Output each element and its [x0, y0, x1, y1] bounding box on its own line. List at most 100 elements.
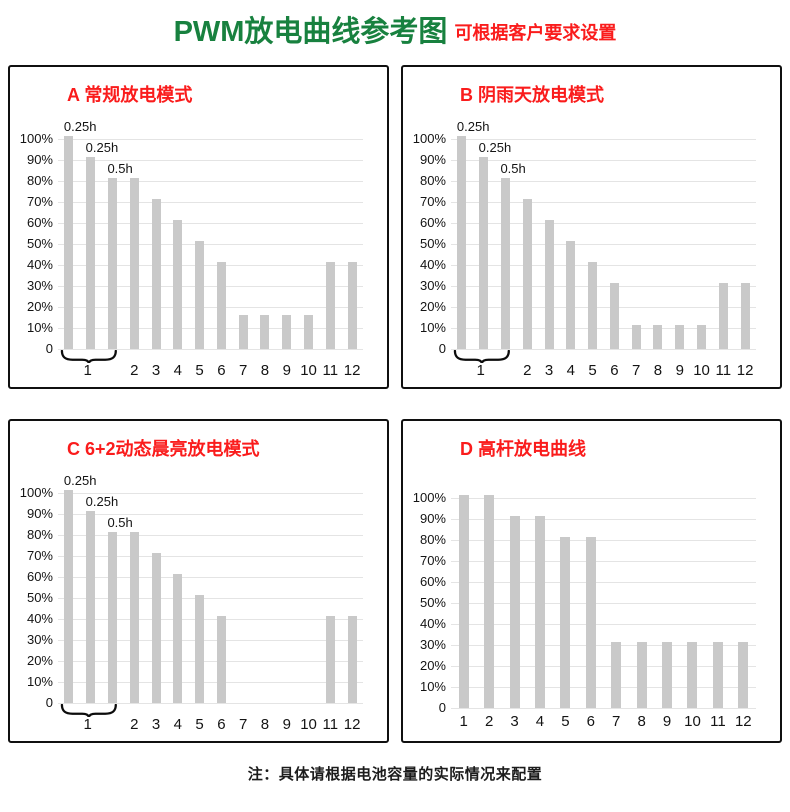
panel-a-bar-chart: 100% 90% 80% 70% 60% 50% 40% 30% 20% 10% 0 0.25h 0.2… [10, 119, 363, 383]
x-axis-tick-label: 2 [130, 362, 139, 379]
panel-d-bar-chart: 100% 90% 80% 70% 60% 50% 40% 30% 20% 10% 0 1 2 3 4 5 6 7 8… [403, 490, 756, 741]
bar [738, 642, 749, 708]
bar [687, 642, 698, 708]
y-axis-tick-label: 70% [26, 548, 53, 563]
y-axis-tick-label: 90% [419, 152, 446, 167]
x-axis-tick-label: 4 [173, 362, 182, 379]
bar [534, 516, 545, 708]
gridline [58, 514, 363, 515]
gridline [58, 202, 363, 203]
gridline [58, 640, 363, 641]
y-axis-tick-label: 20% [26, 653, 53, 668]
y-axis: 100% 90% 80% 70% 60% 50% 40% 30% 20% 10% 0 [403, 131, 451, 356]
bar [86, 511, 96, 703]
plot: 0.25h 0.25h 0.5h [58, 119, 363, 350]
gridline [451, 498, 756, 499]
bottom-brace-glyph [60, 350, 117, 363]
bar [107, 178, 117, 349]
bar [195, 241, 205, 349]
gridline [451, 286, 756, 287]
y-axis-tick-label: 40% [26, 257, 53, 272]
x-axis: 1 2 3 4 5 6 7 8 9 10 11 12 [58, 703, 363, 737]
gridline [58, 556, 363, 557]
x-axis: 1 2 3 4 5 6 7 8 9 10 11 12 [451, 349, 756, 383]
group-brace-icon [60, 350, 118, 363]
gridline [58, 598, 363, 599]
x-axis-tick-label: 3 [544, 362, 554, 379]
gridline [451, 540, 756, 541]
gridline [451, 244, 756, 245]
bar-duration-label: 0.25h [478, 140, 512, 155]
y-axis-tick-label: 100% [19, 131, 53, 146]
x-axis: 1 2 3 4 5 6 7 8 9 10 11 12 [58, 349, 363, 383]
gridline [451, 519, 756, 520]
x-axis-tick-label: 5 [561, 713, 570, 730]
gridline [451, 202, 756, 203]
bar [107, 532, 117, 703]
bar [151, 553, 161, 703]
y-axis-tick-label: 30% [419, 278, 446, 293]
gridline [58, 286, 363, 287]
x-axis-tick-label: 6 [217, 716, 226, 733]
gridline [58, 265, 363, 266]
y-axis-tick-label: 70% [419, 194, 446, 209]
x-axis-tick-label: 4 [566, 362, 575, 379]
y-axis-tick-label: 20% [419, 658, 446, 673]
gridline [451, 307, 756, 308]
x-axis-tick-label: 4 [535, 713, 545, 730]
plot [451, 495, 756, 709]
x-axis-tick-label: 2 [523, 362, 532, 379]
y-axis-tick-label: 40% [26, 611, 53, 626]
page-header: PWM放电曲线参考图 可根据客户要求设置 [0, 8, 790, 50]
bar [544, 220, 554, 349]
x-axis-tick-label: 7 [632, 362, 641, 379]
x-axis-tick-label: 11 [710, 713, 726, 730]
page-title: PWM放电曲线参考图 [173, 16, 448, 48]
y-axis: 100% 90% 80% 70% 60% 50% 40% 30% 20% 10% 0 [403, 490, 451, 715]
bar-duration-label: 0.25h [85, 494, 119, 509]
y-axis-tick-label: 50% [26, 236, 53, 251]
bar-duration-label: 0.5h [107, 161, 133, 176]
x-axis-tick-label: 8 [260, 362, 270, 379]
bar-duration-label: 0.25h [63, 473, 97, 488]
gridline [58, 328, 363, 329]
bar-duration-label: 0.25h [63, 119, 97, 134]
gridline [451, 645, 756, 646]
panel-b-title: B 阴雨天放电模式 [460, 85, 604, 105]
bar [697, 325, 707, 349]
bar [662, 642, 673, 708]
plot: 0.25h 0.25h 0.5h [451, 119, 756, 350]
bar [260, 314, 270, 349]
x-axis-tick-label: 3 [510, 713, 519, 730]
panel-c-bar-chart: 100% 90% 80% 70% 60% 50% 40% 30% 20% 10% 0 0.25h 0.2… [10, 473, 363, 737]
panel-c: C 6+2动态晨亮放电模式 100% 90% 80% 70% 60% 50% 40% 30% 2… [8, 419, 389, 743]
gridline [58, 535, 363, 536]
gridline [451, 181, 756, 182]
gridline [451, 139, 756, 140]
x-axis-tick-label: 1 [476, 362, 485, 379]
y-axis-tick-label: 100% [412, 131, 446, 146]
gridline [451, 687, 756, 688]
y-axis-tick-label: 10% [26, 320, 53, 335]
gridline [451, 561, 756, 562]
x-axis: 1 2 3 4 5 6 7 8 9 10 11 12 [451, 708, 756, 741]
y-axis-tick-label: 20% [419, 299, 446, 314]
bar [740, 283, 750, 349]
bar-duration-label: 0.5h [500, 161, 526, 176]
gridline [58, 661, 363, 662]
bar [560, 537, 571, 708]
bar [458, 495, 469, 708]
y-axis-tick-label: 80% [26, 173, 53, 188]
plot-area: 0.25h 0.25h 0.5h 1 2 3 4 5 6 7 8 9 10 11 12 [451, 119, 756, 383]
x-axis-tick-label: 8 [653, 362, 663, 379]
panel-d: D 高杆放电曲线 100% 90% 80% 70% 60% 50% 40% 30% 20% 10%… [401, 419, 782, 743]
x-axis-tick-label: 6 [217, 362, 226, 379]
bar [653, 325, 663, 349]
plot-area: 0.25h 0.25h 0.5h 1 2 3 4 5 6 7 8 9 10 11 12 [58, 473, 363, 737]
y-axis-tick-label: 50% [419, 236, 446, 251]
plot: 0.25h 0.25h 0.5h [58, 473, 363, 704]
gridline [58, 181, 363, 182]
x-axis-tick-label: 12 [343, 362, 361, 379]
x-axis-tick-label: 9 [662, 713, 672, 730]
x-axis-tick-label: 5 [195, 716, 204, 733]
